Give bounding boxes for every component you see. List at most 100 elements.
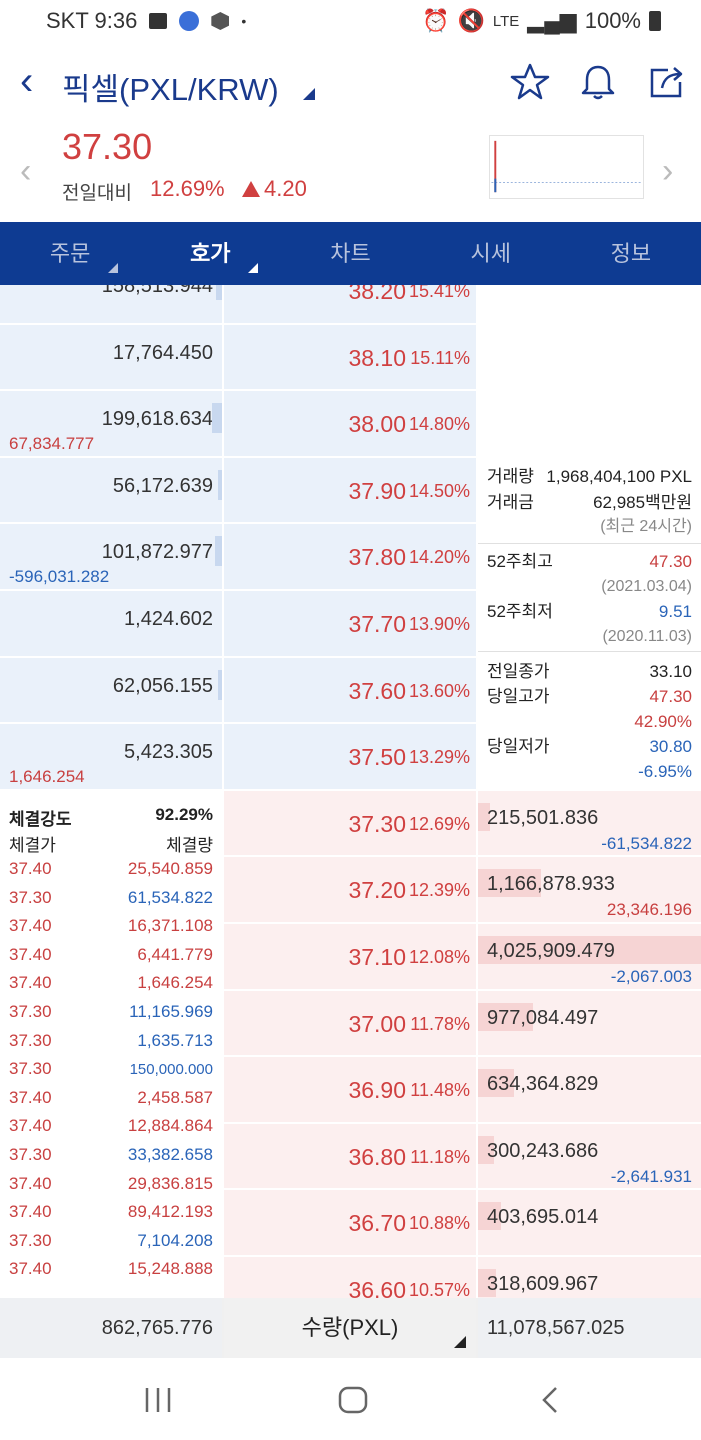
ask-qty-cell[interactable]: 5,423.305 1,646.254 — [0, 724, 222, 789]
exec-price: 37.40 — [9, 1116, 52, 1136]
high52-value: 47.30 — [649, 552, 692, 571]
amount-row: 거래금 62,985백만원 — [487, 491, 692, 515]
ask-volume-bar — [216, 285, 222, 300]
ask-qty: 1,424.602 — [124, 608, 213, 630]
change-amount-wrap: 4.20 — [242, 176, 307, 202]
ask-price-cell[interactable]: 37.60 13.60% — [224, 657, 476, 723]
bid-qty: 300,243.686 — [487, 1139, 599, 1162]
bid-price-cell[interactable]: 36.70 10.88% — [224, 1190, 476, 1255]
tab-orderbook[interactable]: 호가 — [140, 222, 280, 285]
page-title[interactable]: 픽셀(PXL/KRW) — [62, 72, 279, 107]
bid-price: 37.10 — [348, 944, 406, 970]
bid-qty-cell[interactable]: 215,501.836 -61,534.822 — [478, 790, 701, 856]
bid-qty-cell[interactable]: 300,243.686 -2,641.931 — [478, 1123, 701, 1189]
ask-qty: 62,056.155 — [112, 674, 213, 697]
bid-qty-cell[interactable]: 977,084.497 — [478, 990, 701, 1056]
exec-qty: 16,371.108 — [127, 916, 213, 936]
bid-pct: 10.57% — [408, 1280, 470, 1298]
bid-pct: 10.88% — [408, 1213, 470, 1234]
ask-qty-cell[interactable]: 1,424.602 — [0, 591, 222, 656]
tab-order[interactable]: 주문 — [0, 222, 140, 285]
orderbook[interactable]: 158,513.944 17,764.450 199,618.634 67,834.7… — [0, 285, 701, 1298]
ask-qty: 199,618.634 — [101, 408, 213, 431]
bid-pct: 12.39% — [408, 880, 470, 901]
unit-label: 수량(PXL) — [301, 1315, 399, 1340]
bid-price-cell[interactable]: 37.30 12.69% — [224, 790, 476, 856]
bid-qty-cell[interactable]: 318,609.967 — [478, 1257, 701, 1298]
strength-label: 체결강도 — [9, 810, 72, 829]
exec-price: 37.40 — [9, 973, 52, 993]
bid-pct: 11.18% — [410, 1146, 470, 1167]
mini-price-chart[interactable] — [489, 135, 644, 199]
back-nav-icon[interactable] — [530, 1380, 570, 1420]
bid-qty: 634,364.829 — [487, 1073, 599, 1096]
bid-qty-cell[interactable]: 4,025,909.479 -2,067.003 — [478, 924, 701, 989]
bid-price-cell[interactable]: 37.10 12.08% — [224, 924, 476, 989]
bid-qty-cell[interactable]: 1,166,878.933 23,346.196 — [478, 857, 701, 922]
header: ‹ 픽셀(PXL/KRW) — [0, 50, 701, 114]
ask-qty-cell[interactable]: 17,764.450 — [0, 324, 222, 390]
bid-price-cell[interactable]: 37.20 12.39% — [224, 857, 476, 922]
bid-price: 37.30 — [348, 810, 406, 837]
star-icon[interactable] — [510, 62, 550, 102]
home-icon[interactable] — [333, 1380, 373, 1420]
title-dropdown-icon[interactable] — [303, 88, 315, 100]
bid-volume-bar — [478, 802, 490, 831]
high52-date-row: (2021.03.04) — [487, 575, 692, 599]
ask-qty-cell[interactable]: 158,513.944 — [0, 285, 222, 323]
bid-qty-change: -61,534.822 — [601, 833, 692, 853]
ask-qty-cell[interactable]: 62,056.155 — [0, 657, 222, 723]
bid-price: 37.20 — [348, 877, 406, 904]
tab-chart[interactable]: 차트 — [280, 222, 420, 285]
ask-pct: 13.60% — [408, 680, 470, 701]
bid-price-cell[interactable]: 36.60 10.57% — [224, 1257, 476, 1298]
bid-qty: 977,084.497 — [487, 1006, 599, 1029]
gallery-icon — [149, 13, 168, 29]
strength-value: 92.29% — [155, 805, 213, 824]
bid-price: 37.00 — [348, 1010, 406, 1037]
up-triangle-icon — [242, 181, 260, 197]
recent-apps-icon[interactable] — [138, 1380, 178, 1420]
bid-price-cell[interactable]: 37.00 11.78% — [224, 990, 476, 1056]
share-icon[interactable] — [646, 62, 686, 102]
back-icon[interactable]: ‹ — [20, 59, 34, 103]
bid-qty: 318,609.967 — [487, 1273, 599, 1295]
exec-row: 37.30 11,165.969 — [9, 1002, 213, 1030]
chevron-left-icon[interactable]: ‹ — [20, 152, 32, 190]
bid-qty-cell[interactable]: 634,364.829 — [478, 1057, 701, 1122]
ask-price-cell[interactable]: 37.70 13.90% — [224, 591, 476, 656]
ask-price-cell[interactable]: 37.50 13.29% — [224, 724, 476, 789]
bid-volume-bar — [478, 1135, 494, 1164]
chevron-right-icon[interactable]: › — [662, 152, 674, 190]
bell-icon[interactable] — [578, 62, 618, 102]
ask-price-cell[interactable]: 37.90 14.50% — [224, 457, 476, 523]
market-info-panel: 거래량 1,968,404,100 PXL 거래금 62,985백만원 (최근 24… — [478, 457, 701, 793]
low52-row: 52주최저 9.51 — [487, 600, 692, 624]
system-nav-bar — [0, 1358, 701, 1440]
ask-qty-cell[interactable]: 101,872.977 -596,031.282 — [0, 524, 222, 589]
bid-qty-cell[interactable]: 403,695.014 — [478, 1190, 701, 1255]
ask-qty-cell[interactable]: 199,618.634 67,834.777 — [0, 391, 222, 456]
exec-price: 37.40 — [9, 944, 52, 964]
tab-info[interactable]: 정보 — [561, 222, 701, 285]
ask-qty-change: 67,834.777 — [9, 434, 95, 454]
period-note: (최근 24시간) — [600, 518, 692, 535]
bid-price-cell[interactable]: 36.90 11.48% — [224, 1057, 476, 1122]
bid-price-cell[interactable]: 36.80 11.18% — [224, 1123, 476, 1189]
exec-row: 37.40 15,248.888 — [9, 1259, 213, 1287]
ask-price-cell[interactable]: 37.80 14.20% — [224, 524, 476, 589]
exec-qty: 2,458.587 — [137, 1087, 213, 1107]
tab-market[interactable]: 시세 — [421, 222, 561, 285]
ask-price-cell[interactable]: 38.20 15.41% — [224, 285, 476, 323]
tab-caret-icon — [248, 263, 259, 273]
low52-value: 9.51 — [658, 602, 692, 621]
unit-selector[interactable]: 수량(PXL) — [224, 1298, 476, 1358]
trade-executions: 체결강도 92.29% 체결가 체결량 37.40 25,540.859 37.30 61… — [0, 793, 222, 1298]
ask-price-cell[interactable]: 38.10 15.11% — [224, 324, 476, 390]
exec-row: 37.30 1,635.713 — [9, 1031, 213, 1059]
exec-row: 37.40 12,884.864 — [9, 1116, 213, 1144]
ask-price: 37.80 — [348, 544, 406, 571]
ask-price-cell[interactable]: 38.00 14.80% — [224, 391, 476, 456]
bid-qty-change: -2,067.003 — [610, 967, 692, 986]
ask-qty-cell[interactable]: 56,172.639 — [0, 457, 222, 523]
